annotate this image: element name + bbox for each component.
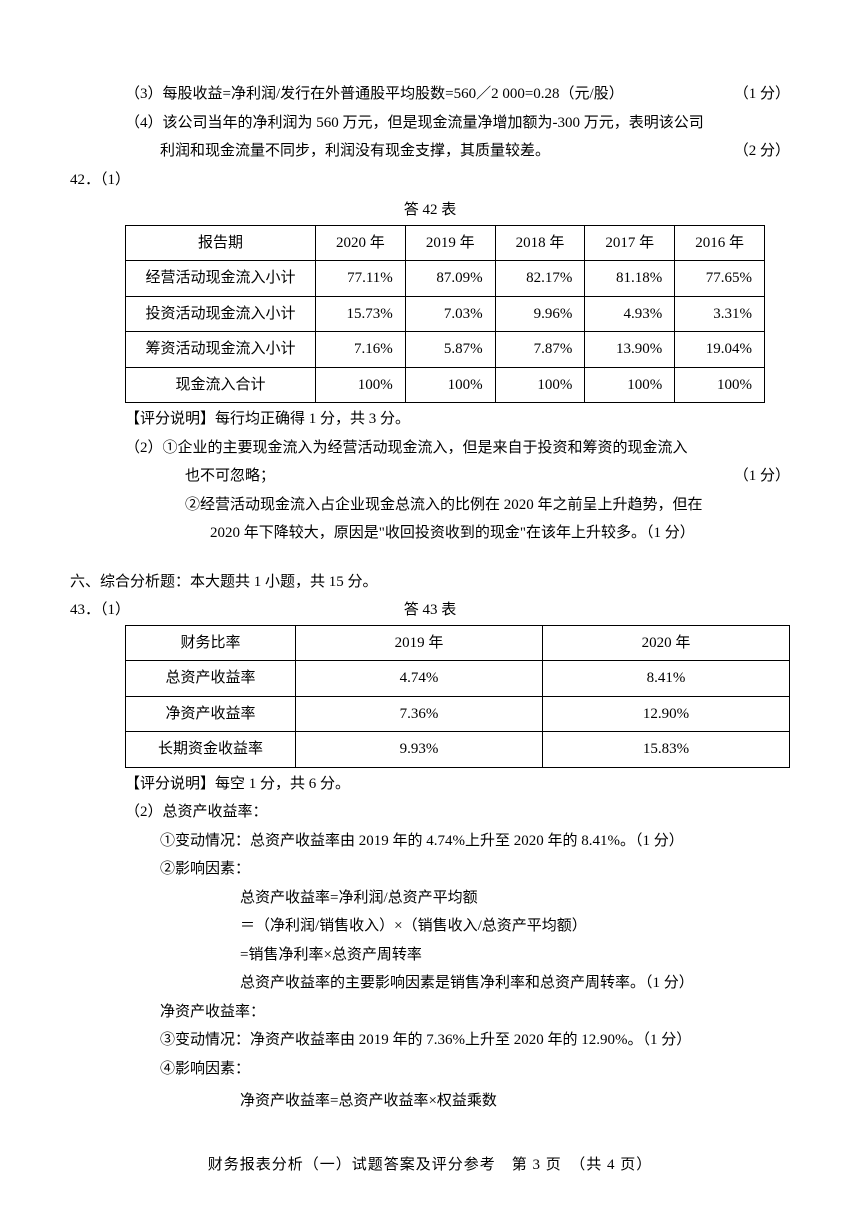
table-row: 净资产收益率7.36%12.90% (126, 696, 790, 732)
q42-2c: ②经营活动现金流入占企业现金总流入的比例在 2020 年之前呈上升趋势，但在 (70, 491, 790, 520)
table-row: 经营活动现金流入小计77.11%87.09%82.17%81.18%77.65% (126, 261, 765, 297)
table42-h2: 2019 年 (405, 225, 495, 261)
q42-2b: 也不可忽略； （1 分） (70, 462, 790, 491)
table-row: 总资产收益率4.74%8.41% (126, 661, 790, 697)
item-4-score: （2 分） (724, 137, 790, 166)
formula-5: 净资产收益率=总资产收益率×权益乘数 (70, 1087, 790, 1116)
formula-1: 总资产收益率=净利润/总资产平均额 (70, 884, 790, 913)
table42-head: 报告期 2020 年 2019 年 2018 年 2017 年 2016 年 (126, 225, 765, 261)
section-6: 六、综合分析题：本大题共 1 小题，共 15 分。 (70, 568, 790, 597)
table42-h3: 2018 年 (495, 225, 585, 261)
note43: 【评分说明】每空 1 分，共 6 分。 (70, 770, 790, 799)
table42: 报告期 2020 年 2019 年 2018 年 2017 年 2016 年 经… (125, 225, 765, 404)
table42-h5: 2016 年 (675, 225, 765, 261)
q42-2d: 2020 年下降较大，原因是"收回投资收到的现金"在该年上升较多。（1 分） (70, 519, 790, 548)
item-4-text: 利润和现金流量不同步，利润没有现金支撑，其质量较差。 (160, 137, 724, 166)
table42-title: 答 42 表 (70, 196, 790, 225)
q43-3: ③变动情况：净资产收益率由 2019 年的 7.36%上升至 2020 年的 1… (70, 1026, 790, 1055)
q43-4: ④影响因素： (70, 1055, 790, 1084)
table43-head: 财务比率 2019 年 2020 年 (126, 625, 790, 661)
formula-4: 总资产收益率的主要影响因素是销售净利率和总资产周转率。（1 分） (70, 969, 790, 998)
item-4-line2: 利润和现金流量不同步，利润没有现金支撑，其质量较差。 （2 分） (70, 137, 790, 166)
formula-3: =销售净利率×总资产周转率 (70, 941, 790, 970)
table43-title: 答 43 表 (125, 596, 790, 625)
q43-number: 43．（1） (70, 596, 125, 625)
q43-2: （2）总资产收益率： (70, 798, 790, 827)
q42-header: 42．（1） (70, 166, 790, 195)
table42-h1: 2020 年 (316, 225, 406, 261)
q42-number: 42．（1） (70, 166, 125, 195)
table42-h0: 报告期 (126, 225, 316, 261)
q43-net: 净资产收益率： (70, 998, 790, 1027)
item-3: （3）每股收益=净利润/发行在外普通股平均股数=560／2 000=0.28（元… (70, 80, 790, 109)
q43-2a: ①变动情况：总资产收益率由 2019 年的 4.74%上升至 2020 年的 8… (70, 827, 790, 856)
table-row: 投资活动现金流入小计15.73%7.03%9.96%4.93%3.31% (126, 296, 765, 332)
item-3-score: （1 分） (724, 80, 790, 109)
table-row: 长期资金收益率9.93%15.83% (126, 732, 790, 768)
formula-2: ＝（净利润/销售收入）×（销售收入/总资产平均额） (70, 912, 790, 941)
q42-2a: （2）①企业的主要现金流入为经营活动现金流入，但是来自于投资和筹资的现金流入 (70, 434, 790, 463)
item-4-line1: （4）该公司当年的净利润为 560 万元，但是现金流量净增加额为-300 万元，… (70, 109, 790, 138)
table-row: 现金流入合计100%100%100%100%100% (126, 367, 765, 403)
table43: 财务比率 2019 年 2020 年 总资产收益率4.74%8.41% 净资产收… (125, 625, 790, 768)
note42: 【评分说明】每行均正确得 1 分，共 3 分。 (70, 405, 790, 434)
page-footer: 财务报表分析（一）试题答案及评分参考 第 3 页 （共 4 页） (70, 1151, 790, 1180)
table-row: 筹资活动现金流入小计7.16%5.87%7.87%13.90%19.04% (126, 332, 765, 368)
item-3-text: （3）每股收益=净利润/发行在外普通股平均股数=560／2 000=0.28（元… (125, 80, 724, 109)
q43-header: 43．（1） 答 43 表 (70, 596, 790, 625)
q43-2b: ②影响因素： (70, 855, 790, 884)
table42-h4: 2017 年 (585, 225, 675, 261)
